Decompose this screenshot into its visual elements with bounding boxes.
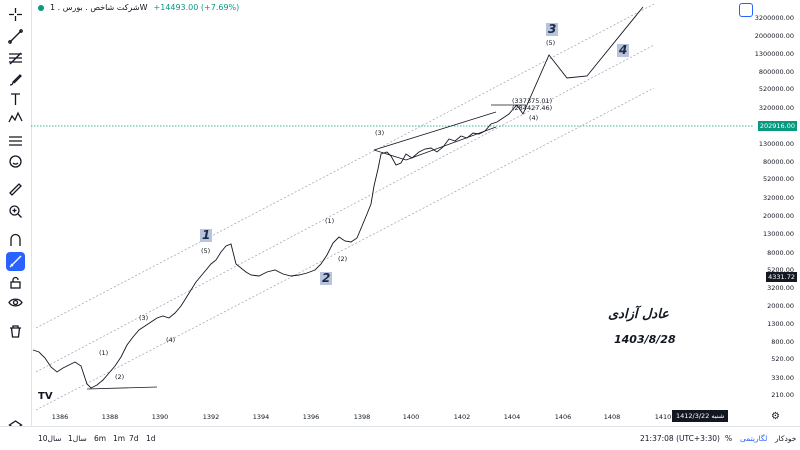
channel-middle-line [35, 44, 655, 373]
price-tick: 330.00 [771, 374, 794, 382]
time-tick: 1402 [453, 413, 471, 421]
range-7d-button[interactable]: 7d [129, 434, 139, 443]
emoji-icon[interactable] [6, 152, 25, 171]
time-tick: 1396 [302, 413, 320, 421]
price-tick: 20000.00 [762, 212, 794, 220]
trendline-icon[interactable] [6, 27, 25, 46]
ruler-icon[interactable] [6, 180, 25, 199]
zoom-icon[interactable] [6, 202, 25, 221]
time-tick: 1388 [101, 413, 119, 421]
range-6m-button[interactable]: 6m [94, 434, 107, 443]
clock-timezone[interactable]: 21:37:08 (UTC+3:30) [640, 434, 720, 443]
price-tick: 3200.00 [767, 284, 794, 292]
price-change: +14493.00 (+7.69%) [153, 3, 240, 12]
price-tick: 5200.00 [767, 266, 794, 274]
price-tick: 1300.00 [767, 320, 794, 328]
price-tick: 130000.00 [758, 140, 794, 148]
crosshair-icon[interactable] [6, 5, 25, 24]
wave-label-2: 2 [320, 271, 333, 285]
channel-upper-line [35, 3, 655, 329]
range-1d-button[interactable]: 1d [146, 434, 156, 443]
symbol-legend: شرکت شاخص . بورس . 1W +14493.00 (+7.69%) [38, 3, 239, 12]
subwave-label: (5) [546, 39, 556, 47]
price-tick: 1300000.00 [754, 50, 794, 58]
bottom-toolbar: 10سال 1سال 6m 1m 7d 1d 21:37:08 (UTC+3:3… [0, 426, 800, 450]
text-icon[interactable] [6, 90, 25, 109]
price-tick: 8000.00 [767, 249, 794, 257]
channel-lower-line [35, 87, 655, 411]
wedge-upper-line [373, 111, 497, 151]
settings-gear-icon[interactable]: ⚙ [771, 411, 780, 422]
measure-icon[interactable] [6, 131, 25, 150]
trash-icon[interactable] [6, 322, 25, 341]
price-tick: 2000000.00 [754, 32, 794, 40]
author-date: 1403/8/28 [614, 333, 676, 346]
log-toggle[interactable]: لگاریتمی [740, 434, 768, 443]
author-name: عادل آزادی [608, 307, 669, 322]
wave-label-1: 1 [200, 228, 213, 242]
subwave-label: (1) [99, 349, 109, 357]
range-1y-button[interactable]: 1سال [68, 434, 87, 443]
symbol-title: شرکت شاخص . بورس . 1W [50, 3, 148, 12]
subwave-label: (1) [325, 217, 335, 225]
price-tick: 13000.00 [762, 230, 794, 238]
status-dot-icon [38, 4, 44, 11]
time-tick: 1390 [151, 413, 169, 421]
crosshair-price-tag: 4331.72 [766, 272, 797, 282]
price-tick: 3200000.00 [754, 14, 794, 22]
subwave-label: (5) [201, 247, 211, 255]
screenshot-button[interactable] [739, 3, 753, 17]
time-tick: 1410 [654, 413, 672, 421]
subwave-label: (2) [115, 373, 125, 381]
price-box-label: (337375.01) [512, 97, 553, 105]
last-price-tag: 202916.00 [757, 121, 797, 131]
price-tick: 520000.00 [758, 85, 794, 93]
magnet-icon[interactable] [6, 231, 25, 250]
time-tick: 1398 [353, 413, 371, 421]
time-tick: 1400 [402, 413, 420, 421]
lock-drawing-icon[interactable] [6, 252, 25, 271]
percent-toggle[interactable]: % [725, 434, 733, 443]
price-tick: 52000.00 [762, 175, 794, 183]
brush-icon[interactable] [6, 70, 25, 89]
subwave-label: (3) [375, 129, 385, 137]
pattern-icon[interactable] [6, 109, 25, 128]
time-tick: 1394 [252, 413, 270, 421]
projection-path [516, 6, 644, 115]
price-tick: 800000.00 [758, 68, 794, 76]
price-tick: 800.00 [771, 338, 794, 346]
subwave-label: (3) [139, 314, 149, 322]
range-1m-button[interactable]: 1m [113, 434, 126, 443]
price-tick: 320000.00 [758, 104, 794, 112]
time-tick: 1404 [503, 413, 521, 421]
eye-icon[interactable] [6, 293, 25, 312]
time-axis[interactable]: 1386 1388 1390 1392 1394 1396 1398 1400 … [31, 406, 754, 426]
price-chart[interactable] [31, 0, 754, 426]
price-box-label: (284427.46) [512, 104, 553, 112]
subwave-label: (4) [166, 336, 176, 344]
price-tick: 32000.00 [762, 194, 794, 202]
price-scale[interactable]: 3200000.00 2000000.00 1300000.00 800000.… [754, 0, 800, 426]
wave-label-4: 4 [617, 43, 630, 57]
range-10y-button[interactable]: 10سال [38, 434, 62, 443]
subwave-label: (4) [529, 114, 539, 122]
auto-toggle[interactable]: خودکار [775, 434, 797, 443]
time-tick: 1392 [202, 413, 220, 421]
lock-icon[interactable] [6, 273, 25, 292]
price-tick: 210.00 [771, 391, 794, 399]
fib-icon[interactable] [6, 49, 25, 68]
price-tick: 2000.00 [767, 302, 794, 310]
wave-label-3: 3 [546, 22, 559, 36]
drawing-toolbar [0, 0, 32, 430]
price-tick: 520.00 [771, 355, 794, 363]
time-tick: 1408 [603, 413, 621, 421]
crosshair-date-tag: شنبه 1412/3/22 [672, 410, 729, 422]
time-tick: 1386 [51, 413, 69, 421]
tradingview-logo: TV [38, 391, 53, 402]
time-tick: 1406 [554, 413, 572, 421]
support-line [86, 386, 158, 390]
price-tick: 80000.00 [762, 158, 794, 166]
subwave-label: (2) [338, 255, 348, 263]
price-series-line [32, 104, 518, 389]
